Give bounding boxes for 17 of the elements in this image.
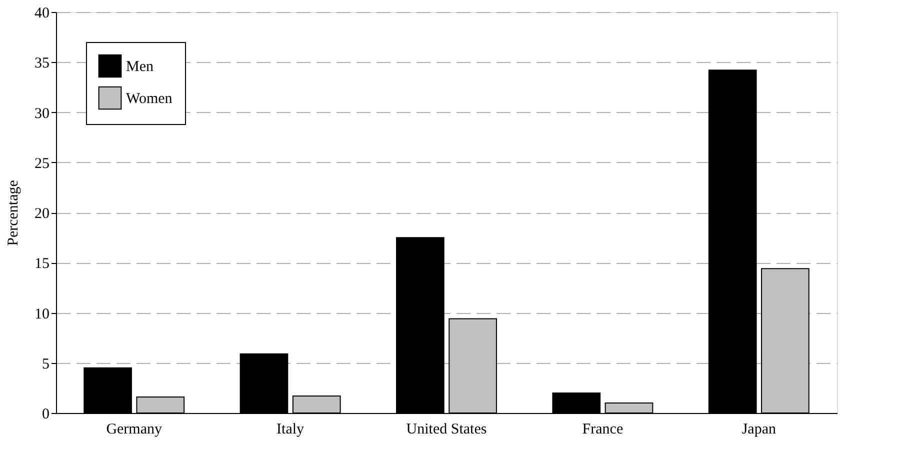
x-tick-label: Japan <box>742 422 776 438</box>
x-tick-label: Italy <box>276 422 305 438</box>
y-tick-label: 10 <box>34 306 50 322</box>
y-tick-label: 15 <box>34 256 50 272</box>
y-tick-label: 25 <box>34 156 50 172</box>
x-tick-label: United States <box>406 422 487 438</box>
x-tick-label: France <box>582 422 624 438</box>
y-tick-label: 0 <box>42 406 50 422</box>
legend-label: Men <box>126 59 154 75</box>
y-tick-label: 5 <box>42 356 50 372</box>
y-tick-label: 35 <box>34 56 50 72</box>
legend-label: Women <box>126 91 173 107</box>
y-axis-title: Percentage <box>6 180 22 246</box>
y-tick-label: 40 <box>34 6 50 22</box>
y-tick-label: 30 <box>34 106 50 122</box>
y-tick-label: 20 <box>34 206 50 222</box>
x-tick-label: Germany <box>106 422 163 438</box>
